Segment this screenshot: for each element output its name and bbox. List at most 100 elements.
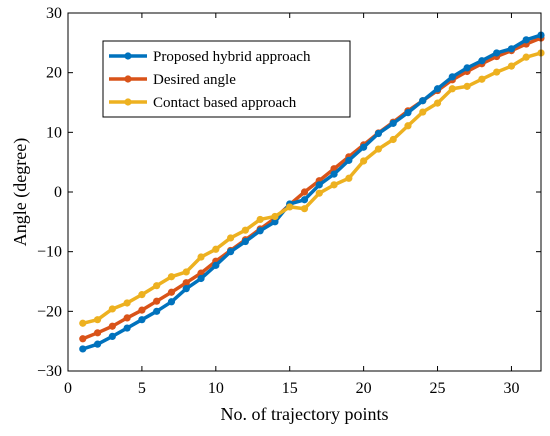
data-point [226,234,235,242]
data-point [374,129,383,138]
data-point [315,181,323,189]
y-tick-label: 0 [54,184,62,201]
data-point [345,174,353,182]
data-point [330,181,338,189]
y-tick-label: −20 [37,303,62,320]
data-point [404,122,412,130]
data-point [123,324,131,332]
data-point [300,188,309,196]
data-point [448,73,456,81]
data-point [315,189,323,197]
data-point [286,203,294,211]
data-point [493,68,501,76]
data-point [389,135,397,144]
data-point [167,288,176,296]
data-point [389,119,397,127]
y-tick-label: −10 [37,244,62,261]
data-point [93,316,102,324]
data-point [463,64,471,72]
x-tick-label: 25 [430,380,446,397]
data-point [374,145,383,153]
series-contact-based-approach [79,49,545,327]
data-point [108,332,116,340]
legend-marker [124,52,132,60]
legend-entry: Contact based approach [109,95,297,111]
x-tick-label: 10 [208,380,224,397]
data-point [433,85,442,93]
series-layer [79,31,545,353]
data-point [507,45,516,53]
data-point [123,299,131,307]
y-tick-label: 10 [46,124,62,141]
data-point [138,306,146,314]
data-point [360,143,368,151]
legend-entry: Proposed hybrid approach [109,49,311,65]
data-point [300,196,309,204]
data-point [522,53,530,61]
data-point [345,156,353,164]
data-point [478,57,486,65]
legend-marker [124,75,132,83]
data-point [138,316,146,324]
data-point [241,237,249,246]
data-point [167,273,176,281]
data-point [419,97,427,105]
y-axis-title: Angle (degree) [10,138,31,246]
data-point [182,279,190,287]
data-point [123,314,131,322]
x-tick-label: 0 [64,380,72,397]
x-axis-title: No. of trajectory points [221,404,389,424]
data-point [182,268,190,276]
series-proposed-hybrid-approach [79,31,545,353]
legend-entry: Desired angle [109,72,236,88]
y-tick-label: 30 [46,5,62,22]
data-point [79,319,87,327]
data-point [419,108,427,116]
legend-label: Contact based approach [153,95,297,111]
data-point [153,282,161,290]
data-point [197,253,205,261]
data-point [93,329,102,337]
x-tick-label: 30 [503,380,519,397]
data-point [197,274,205,283]
y-tick-label: 20 [46,65,62,82]
axes-layer: 0 5 10 15 20 25 30 −30 −20 −10 0 10 20 30 [37,5,541,397]
data-point [448,85,456,93]
data-point [463,82,471,90]
data-point [212,261,220,269]
data-point [79,345,87,353]
data-point [493,49,501,57]
data-point [212,245,220,253]
data-point [226,248,235,256]
data-point [182,285,190,293]
data-point [167,298,176,306]
data-point [404,109,412,117]
data-point [433,99,442,107]
data-point [256,215,264,224]
data-point [241,226,249,234]
x-tick-label: 20 [356,380,372,397]
data-point [330,170,338,178]
legend-marker [124,98,132,106]
legend-label: Proposed hybrid approach [153,49,311,65]
data-point [153,307,161,315]
data-point [108,322,116,330]
data-point [153,297,161,305]
x-tick-label: 5 [138,380,146,397]
legend-label: Desired angle [153,72,236,88]
data-point [271,212,279,221]
data-point [522,36,530,44]
data-point [108,305,116,313]
legend: Proposed hybrid approach Desired angle Con… [102,40,351,118]
data-point [478,75,486,83]
x-tick-label: 15 [282,380,298,397]
y-tick-label: −30 [37,363,62,380]
data-point [138,291,146,299]
data-point [256,227,264,235]
data-point [93,340,102,348]
data-point [507,62,516,70]
data-point [79,335,87,343]
data-point [360,157,368,165]
data-point [300,205,309,213]
